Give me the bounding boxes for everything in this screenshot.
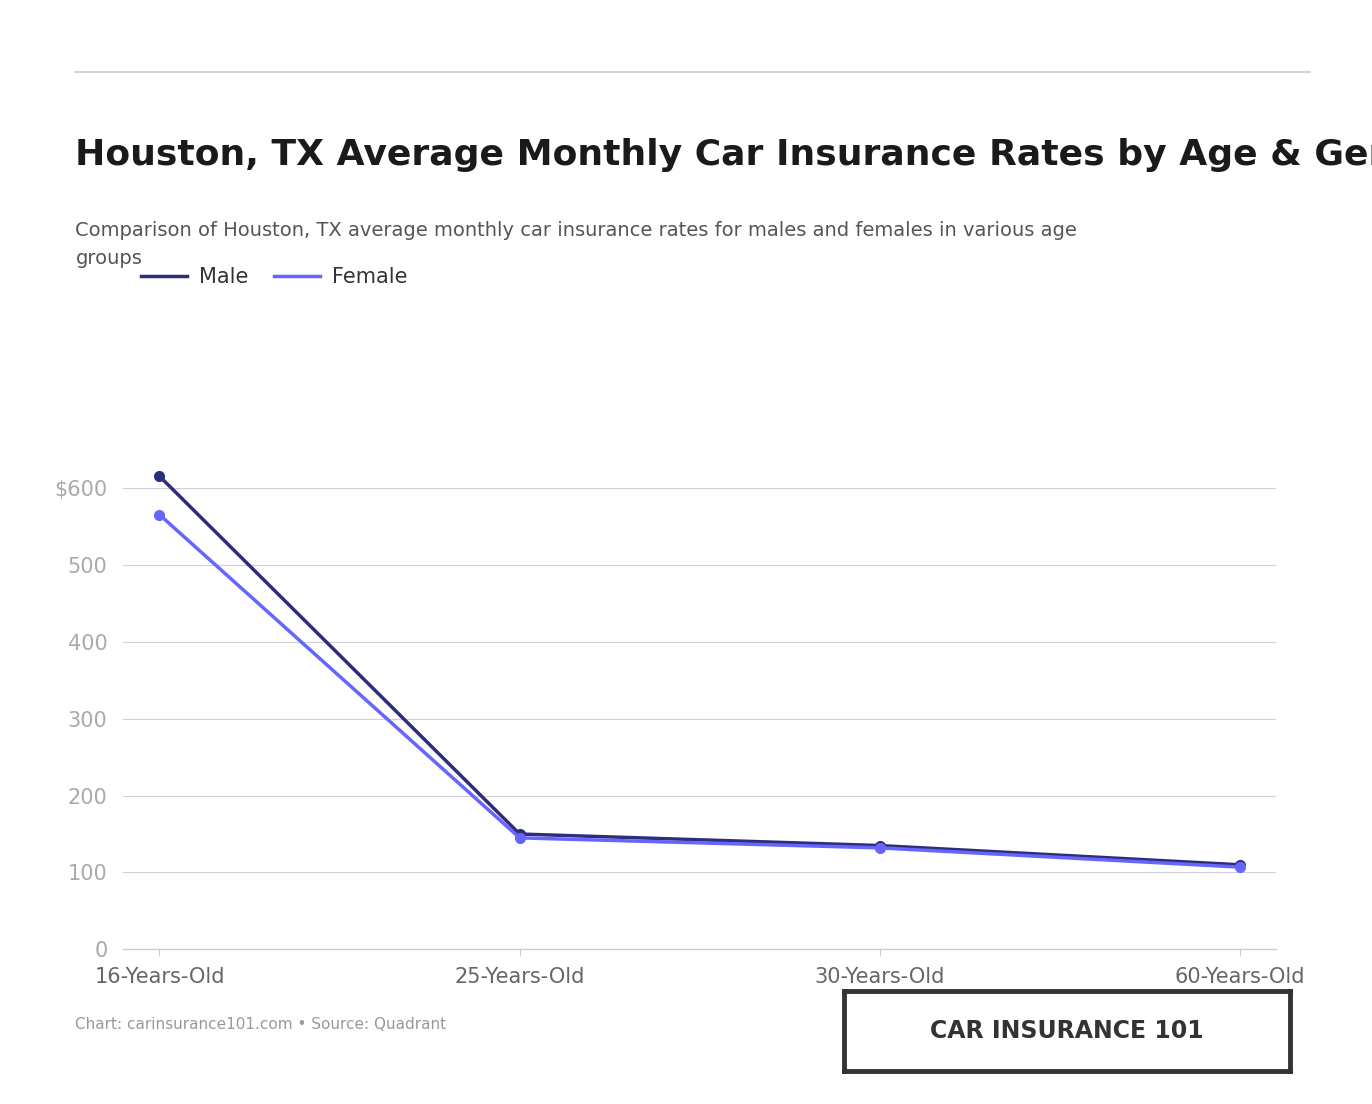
Text: CAR INSURANCE 101: CAR INSURANCE 101 bbox=[930, 1019, 1203, 1043]
Text: Comparison of Houston, TX average monthly car insurance rates for males and fema: Comparison of Houston, TX average monthl… bbox=[75, 221, 1077, 268]
Legend: Male, Female: Male, Female bbox=[133, 259, 416, 296]
Text: Houston, TX Average Monthly Car Insurance Rates by Age & Gender: Houston, TX Average Monthly Car Insuranc… bbox=[75, 138, 1372, 172]
Text: Chart: carinsurance101.com • Source: Quadrant: Chart: carinsurance101.com • Source: Qua… bbox=[75, 1017, 446, 1032]
